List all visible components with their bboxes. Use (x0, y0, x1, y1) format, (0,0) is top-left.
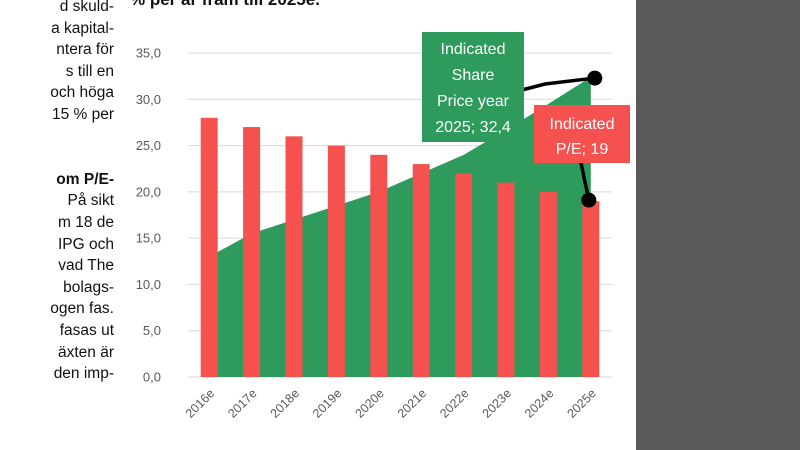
pe-bar (285, 136, 303, 377)
pe-bar (327, 145, 345, 377)
article-line: a kapital- (51, 19, 114, 37)
y-tick-label: 5,0 (143, 323, 161, 338)
y-tick-label: 25,0 (136, 138, 161, 153)
x-tick-label: 2019e (310, 386, 345, 421)
right-side-panel (636, 0, 800, 450)
pe-bar (243, 127, 261, 377)
chart-caption: % per år fram till 2025e. (130, 0, 320, 10)
share-price-area (209, 77, 591, 377)
x-tick-label: 2017e (225, 386, 260, 421)
x-tick-label: 2022e (437, 386, 472, 421)
article-text-column: d skuld-a kapital-ntera för s till en och … (0, 0, 122, 450)
share-price-callout-text: 2025; 32,4 (435, 119, 511, 136)
article-line: och höga (50, 84, 114, 102)
y-tick-label: 0,0 (143, 370, 161, 385)
y-tick-label: 10,0 (136, 277, 161, 292)
article-line: vad The (58, 257, 114, 275)
share-price-marker (587, 70, 603, 86)
article-line: fasas ut (59, 322, 114, 339)
pe-bar (582, 201, 600, 377)
share-price-callout-text: Price year (437, 93, 510, 110)
share-price-callout-box (422, 32, 524, 142)
pe-callout-box (534, 105, 630, 163)
pe-bar (200, 117, 218, 378)
x-tick-label: 2021e (395, 386, 430, 421)
pe-callout-text: Indicated (550, 116, 615, 133)
article-line: den imp- (53, 365, 114, 383)
share-price-leader-line (521, 76, 596, 92)
y-tick-label: 30,0 (136, 92, 161, 107)
article-line: äxten är (57, 343, 114, 361)
pe-bars (200, 117, 600, 378)
article-line: bolags- (63, 278, 114, 296)
x-tick-label: 2025e (564, 386, 599, 421)
pe-bar (497, 182, 515, 377)
pe-bar (412, 164, 430, 377)
x-axis-ticks: 2016e 2017e 2018e 2019e 2020e 2021e 2022e 2023e… (183, 386, 599, 421)
y-axis-ticks: 0,0 5,0 10,0 15,0 20,0 25,0 30,0 35,0 (136, 46, 161, 385)
article-line: m 18 de (57, 214, 114, 231)
pe-bar (539, 191, 557, 377)
article-line: s till en (65, 62, 114, 80)
pe-bar (370, 154, 388, 377)
share-price-callout-text: Indicated (441, 41, 506, 58)
callouts: Indicated Share Price year 2025; 32,4 Indica… (422, 32, 630, 208)
article-line: IPG och (58, 235, 114, 253)
x-tick-label: 2024e (522, 386, 557, 421)
article-line: På sikt (67, 192, 114, 210)
article-line: om P/E- (56, 170, 114, 188)
x-tick-label: 2023e (480, 386, 515, 421)
article-line: 15 % per (51, 106, 114, 123)
y-tick-label: 20,0 (136, 184, 161, 199)
article-line: ogen fas. (50, 300, 114, 318)
y-tick-label: 15,0 (136, 231, 161, 246)
pe-marker (581, 192, 597, 208)
share-price-callout-text: Share (452, 67, 495, 84)
x-tick-label: 2020e (352, 386, 387, 421)
x-tick-label: 2018e (268, 386, 303, 421)
pe-callout-text: P/E; 19 (556, 141, 609, 158)
pe-bar (455, 173, 473, 377)
article-line: d skuld- (59, 0, 114, 15)
article-line: ntera för (56, 41, 114, 59)
x-tick-label: 2016e (183, 386, 218, 421)
y-tick-label: 35,0 (136, 46, 161, 61)
